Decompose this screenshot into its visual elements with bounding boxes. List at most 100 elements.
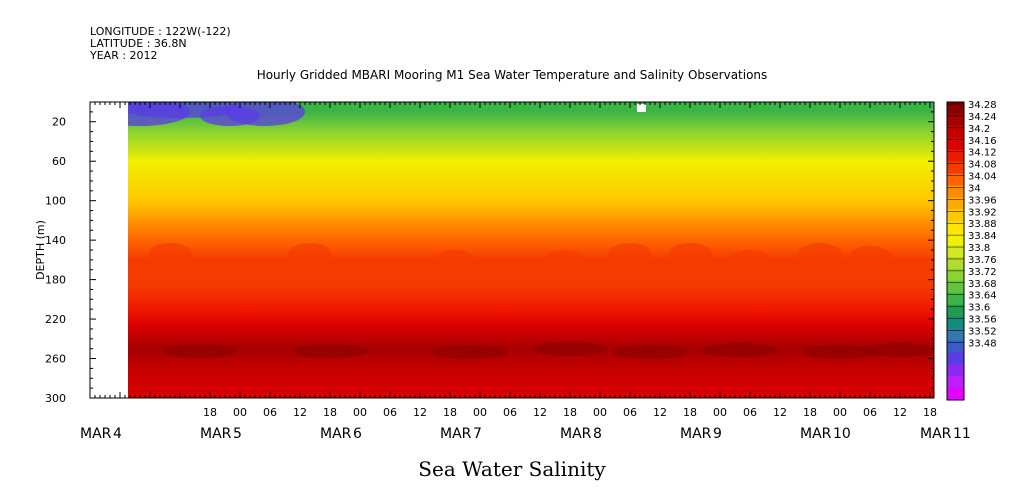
colorbar-label: 33.88 <box>968 219 997 230</box>
colorbar-label: 33.6 <box>968 303 990 314</box>
x-tick-label: 00 <box>593 406 607 419</box>
y-tick-label: 140 <box>45 234 66 247</box>
colorbar-swatch <box>947 304 964 318</box>
colorbar-swatch <box>947 221 964 234</box>
colorbar-swatch <box>947 316 964 329</box>
colorbar-swatch <box>947 149 964 163</box>
y-axis-label: DEPTH (m) <box>34 220 47 280</box>
plot-area <box>89 101 935 399</box>
x-day-month: MAR <box>800 426 832 442</box>
y-tick-label: 20 <box>52 116 66 129</box>
colorbar-swatch <box>947 161 964 175</box>
colorbar-swatch <box>947 113 964 127</box>
x-tick-label: 18 <box>443 406 457 419</box>
header-year: YEAR : 2012 <box>89 49 158 62</box>
salinity-max-patch <box>288 243 332 267</box>
colorbar: 34.2834.2434.234.1634.1234.0834.043433.9… <box>946 100 997 401</box>
colorbar-swatch <box>947 209 964 222</box>
salinity-max-patch <box>668 243 712 267</box>
colorbar-swatch <box>947 376 964 389</box>
x-tick-label: 12 <box>413 406 427 419</box>
x-axis: 18 00 06 12 18 00 06 12 18 00 06 12 18 00 06 12 18 00 06 12… <box>80 102 971 442</box>
y-tick-label: 100 <box>45 195 66 208</box>
colorbar-label: 33.96 <box>968 195 997 206</box>
salinity-max-patch <box>848 246 892 270</box>
x-day-month: MAR <box>200 426 232 442</box>
deep-max-patch <box>612 345 688 359</box>
colorbar-label: 33.56 <box>968 315 997 326</box>
x-axis-label: Sea Water Salinity <box>418 457 606 481</box>
colorbar-swatch <box>947 268 964 282</box>
header-longitude: LONGITUDE : 122W(-122) <box>90 25 231 38</box>
x-tick-label: 18 <box>923 406 937 419</box>
x-tick-label: 12 <box>533 406 547 419</box>
colorbar-swatch <box>947 388 964 401</box>
colorbar-swatch <box>947 197 964 210</box>
x-day-number: 8 <box>593 426 602 442</box>
x-day-month: MAR <box>680 426 712 442</box>
x-tick-label: 06 <box>263 406 277 419</box>
colorbar-swatch <box>947 340 964 353</box>
colorbar-swatch <box>947 233 964 246</box>
colorbar-swatch <box>947 173 964 186</box>
y-tick-label: 260 <box>45 353 66 366</box>
colorbar-swatch <box>947 364 964 377</box>
chart-title: Hourly Gridded MBARI Mooring M1 Sea Wate… <box>257 68 768 82</box>
fresh-water-patch <box>200 106 260 126</box>
colorbar-swatch <box>947 292 964 306</box>
x-tick-label: 00 <box>353 406 367 419</box>
colorbar-label: 33.72 <box>968 267 997 278</box>
deep-max-patch <box>862 343 934 357</box>
colorbar-label: 33.52 <box>968 326 997 337</box>
x-tick-label: 18 <box>203 406 217 419</box>
x-tick-label: 00 <box>233 406 247 419</box>
colorbar-label: 34.16 <box>968 136 997 147</box>
x-tick-label: 12 <box>293 406 307 419</box>
x-day-month: MAR <box>920 426 952 442</box>
x-tick-label: 18 <box>323 406 337 419</box>
deep-max-patch <box>162 344 238 358</box>
colorbar-label: 33.68 <box>968 279 997 290</box>
colorbar-label: 33.64 <box>968 291 997 302</box>
x-tick-label: 00 <box>713 406 727 419</box>
colorbar-swatch <box>947 328 964 341</box>
deep-max-patch <box>802 345 878 359</box>
colorbar-label: 33.92 <box>968 207 997 218</box>
x-tick-label: 06 <box>383 406 397 419</box>
y-tick-label: 220 <box>45 313 66 326</box>
x-tick-label: 12 <box>653 406 667 419</box>
salinity-max-patch <box>433 250 477 274</box>
x-day-number: 5 <box>233 426 242 442</box>
colorbar-label: 34 <box>968 183 981 194</box>
x-day-number: 10 <box>833 426 851 442</box>
colorbar-swatch <box>947 125 964 139</box>
colorbar-label: 34.2 <box>968 124 990 135</box>
salinity-max-patch <box>798 243 842 267</box>
deep-max-patch <box>292 344 368 358</box>
x-day-number: 6 <box>353 426 362 442</box>
y-tick-label: 300 <box>45 392 66 405</box>
x-tick-label: 00 <box>833 406 847 419</box>
x-tick-label: 18 <box>563 406 577 419</box>
x-tick-label: 00 <box>473 406 487 419</box>
x-tick-label: 12 <box>893 406 907 419</box>
x-day-number: 4 <box>113 426 122 442</box>
salinity-anomaly-patches <box>128 102 934 359</box>
colorbar-label: 33.84 <box>968 231 997 242</box>
salinity-max-patch <box>543 250 587 274</box>
colorbar-label: 33.48 <box>968 338 997 349</box>
x-day-number: 11 <box>953 426 971 442</box>
deep-max-patch <box>532 342 608 356</box>
x-tick-label: 06 <box>623 406 637 419</box>
salinity-max-patch <box>608 243 652 267</box>
x-tick-label: 12 <box>773 406 787 419</box>
colorbar-swatch <box>947 185 964 198</box>
x-day-month: MAR <box>560 426 592 442</box>
colorbar-label: 34.12 <box>968 148 997 159</box>
x-day-month: MAR <box>440 426 472 442</box>
colorbar-label: 34.04 <box>968 172 997 183</box>
colorbar-swatch <box>947 352 964 365</box>
deep-max-patch <box>702 343 778 357</box>
colorbar-label: 33.8 <box>968 243 990 254</box>
